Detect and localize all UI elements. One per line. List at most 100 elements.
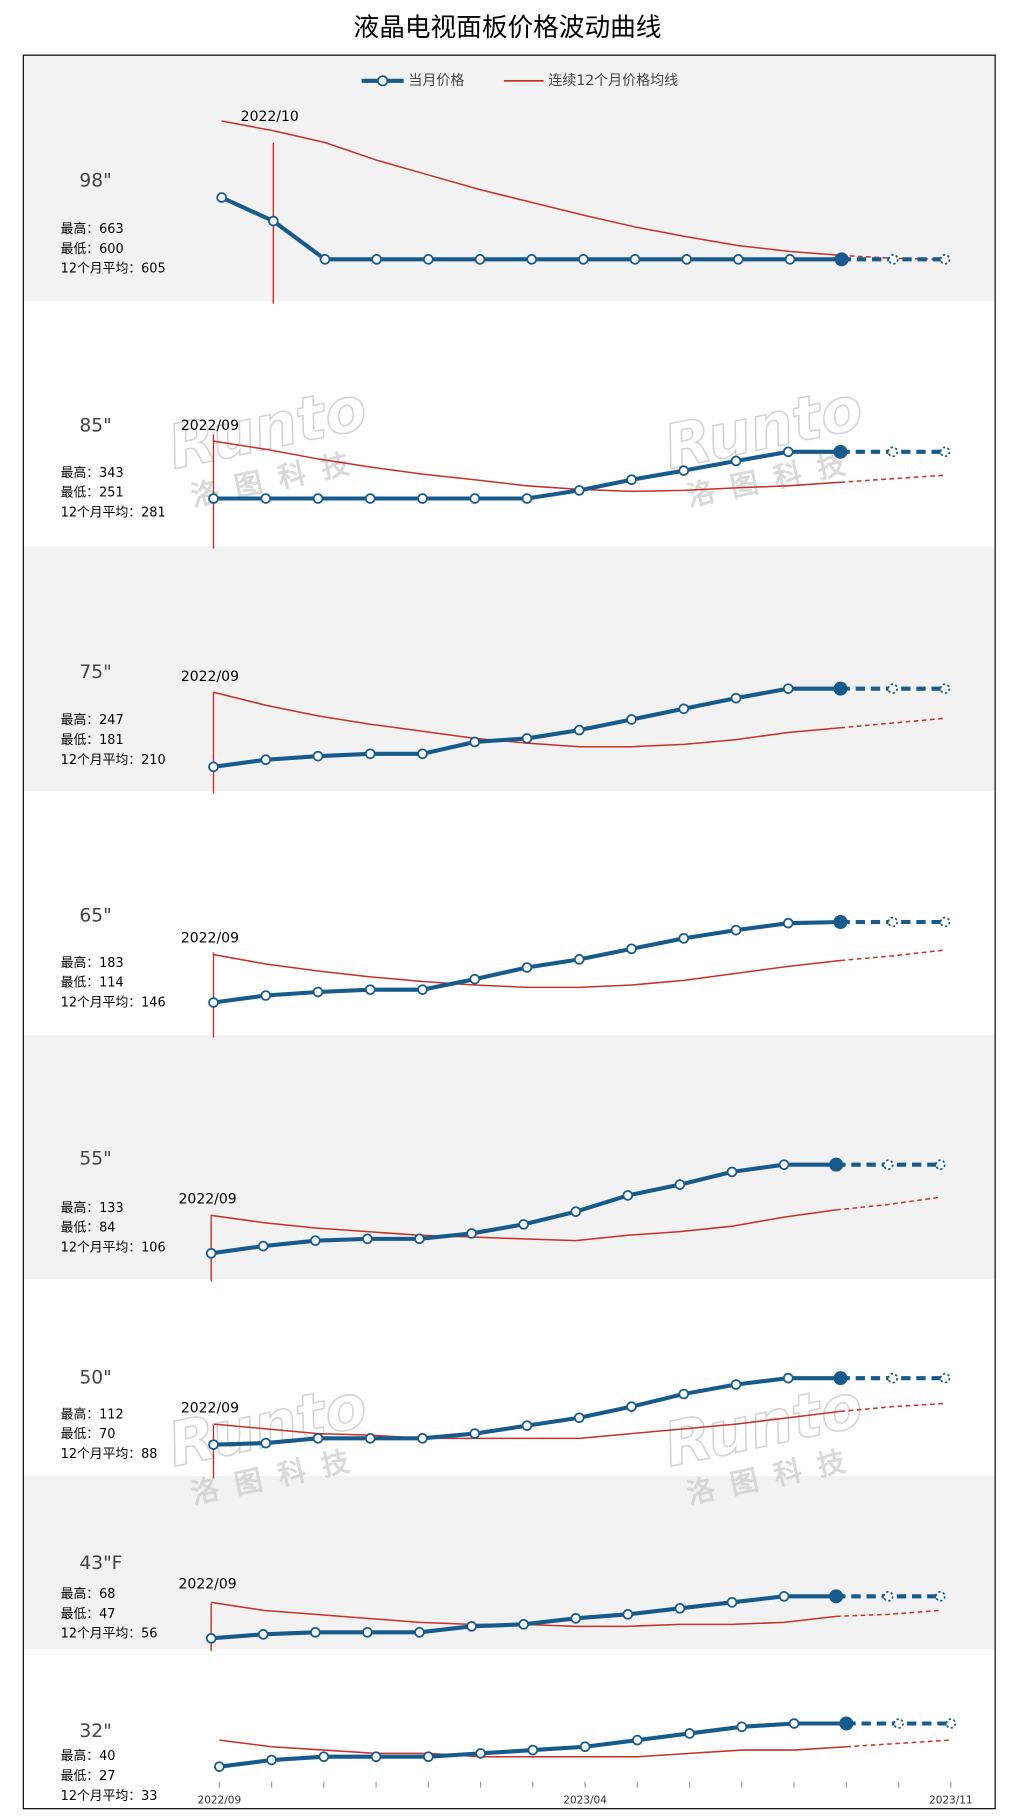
price-point [216, 192, 227, 203]
price-point [935, 1591, 946, 1602]
price-point [364, 493, 376, 504]
plot-frame [22, 54, 996, 1810]
stat-label: 12个月平均： [61, 1447, 141, 1462]
average-line [213, 953, 841, 989]
price-point [684, 1728, 695, 1739]
price-point [475, 1748, 486, 1759]
stat-value: 106 [141, 1240, 166, 1255]
price-point [782, 917, 794, 929]
annotation: 2022/09 [181, 930, 239, 946]
stat-label: 最低： [61, 1427, 99, 1442]
price-point [730, 1379, 742, 1390]
price-point [730, 924, 742, 936]
price-point [674, 1603, 686, 1614]
chart-title: 液晶电视面板价格波动曲线 [354, 13, 662, 43]
stat: 12个月平均：56 [61, 1626, 158, 1641]
price-point [364, 1433, 376, 1444]
stat-label: 最高： [61, 221, 99, 237]
price-point [260, 990, 272, 1001]
stat: 最低：84 [61, 1220, 116, 1235]
price-point [370, 1751, 382, 1763]
stat: 12个月平均：281 [61, 505, 166, 520]
annotation: 2022/09 [181, 1401, 239, 1417]
panel-background [23, 301, 996, 547]
price-point [887, 446, 899, 458]
annotation: 2022/09 [179, 1192, 237, 1208]
panel-background [23, 546, 996, 792]
stat-label: 最低： [61, 733, 99, 748]
price-point [312, 986, 324, 998]
panel-name: 32" [79, 1721, 111, 1742]
price-point [782, 446, 794, 458]
price-point [833, 444, 848, 459]
average-line [221, 120, 842, 257]
stat-value: 600 [99, 241, 124, 256]
panel-name: 98" [79, 171, 111, 192]
stat-label: 最低： [61, 241, 99, 256]
stat-value: 605 [141, 261, 166, 276]
price-point [674, 1179, 686, 1190]
price-point [839, 1716, 854, 1731]
stat-value: 343 [99, 465, 124, 480]
price-point [726, 1166, 738, 1178]
panel-name: 65" [79, 906, 111, 927]
stat-value: 251 [99, 485, 124, 500]
stat-label: 最高： [61, 1199, 99, 1215]
stat: 12个月平均：33 [61, 1788, 158, 1803]
stat-value: 84 [99, 1220, 115, 1235]
price-point [678, 465, 690, 476]
stat-value: 112 [99, 1407, 124, 1422]
stat: 最高：68 [61, 1586, 116, 1602]
average-line [840, 949, 946, 962]
price-point [834, 252, 849, 267]
stat-label: 最高： [61, 1748, 99, 1764]
panel-name: 75" [79, 662, 111, 683]
stat-value: 663 [99, 222, 124, 237]
price-point [414, 1233, 425, 1245]
price-point [887, 916, 899, 928]
price-point [518, 1619, 529, 1630]
price-point [518, 1219, 529, 1230]
stat-label: 12个月平均： [61, 1626, 141, 1641]
stat-label: 最高： [61, 954, 99, 970]
panel-background [23, 791, 996, 1036]
stat-value: 40 [99, 1749, 115, 1764]
stat-label: 12个月平均： [61, 261, 141, 276]
stat-value: 27 [99, 1769, 115, 1784]
price-point [678, 933, 690, 944]
annotation: 2022/09 [181, 669, 239, 685]
price-point [364, 748, 376, 760]
price-point [469, 736, 481, 748]
panel-name: 50" [79, 1368, 111, 1389]
price-point [423, 254, 434, 265]
price-point [939, 446, 951, 458]
average-line [836, 1609, 941, 1618]
price-point [573, 1412, 585, 1424]
x-tick-label: 2023/11 [929, 1795, 973, 1807]
average-line [836, 1196, 941, 1211]
price-point [939, 916, 951, 928]
price-point [626, 474, 637, 486]
stat-label: 12个月平均： [61, 752, 141, 767]
price-point [726, 1597, 738, 1608]
price-point [939, 683, 951, 694]
average-line [846, 1739, 951, 1748]
stat-label: 最高： [61, 712, 99, 728]
stat-value: 133 [99, 1200, 124, 1215]
stat-value: 56 [141, 1626, 157, 1641]
price-point [622, 1609, 634, 1620]
stat: 最高：247 [61, 712, 124, 728]
price-point [733, 254, 744, 265]
price-point [208, 761, 219, 773]
price-point [469, 493, 481, 504]
price-point [736, 1721, 748, 1733]
price-point [208, 1439, 219, 1450]
stat: 最高：343 [61, 464, 124, 480]
annotation: 2022/09 [181, 418, 239, 434]
stat-value: 68 [99, 1587, 115, 1602]
price-point [939, 1372, 951, 1384]
legend-label: 连续12个月价格均线 [548, 72, 678, 89]
price-point [527, 1744, 539, 1756]
price-point [310, 1627, 321, 1638]
